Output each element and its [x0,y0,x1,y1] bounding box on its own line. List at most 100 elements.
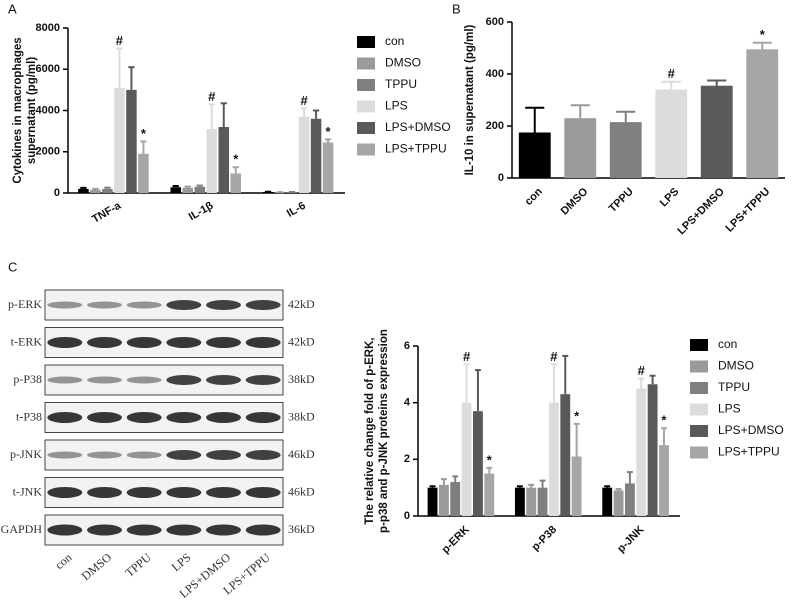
blot-band [47,376,83,384]
x-tick-label: IL-6 [285,200,308,220]
blot-frame [44,402,284,433]
bar [322,142,334,193]
blot-band [47,412,83,423]
y-axis-label: IL-10 in supernatant (pg/ml) [464,24,476,175]
bar [537,487,548,516]
bar [78,188,89,193]
y-tick-label: 2 [404,453,410,465]
bar [310,118,322,193]
x-tick-label: p-ERK [440,524,472,556]
significance-marker: # [550,349,558,364]
blot-row-label: p-ERK [8,297,42,311]
x-tick-label: DMSO [559,185,591,217]
bar [138,153,149,193]
blot-lane-label: con [52,550,74,572]
x-tick-label: TPPU [607,186,636,215]
bar [613,490,624,516]
blot-band [47,337,83,348]
blot-band [245,337,281,348]
blot-frame [44,477,284,508]
bar [182,187,193,193]
y-tick-label: 600 [486,16,504,28]
blot-band [166,337,202,348]
bar [746,49,779,178]
significance-marker: * [233,152,239,167]
blot-frame [44,439,284,471]
blot-band [245,487,281,498]
blot-band [166,524,202,536]
bar [700,85,733,178]
y-axis-label: Cytokines in macrophages [12,37,24,183]
significance-marker: # [116,33,124,48]
blot-band [206,337,241,348]
bar [526,487,537,516]
legend-label: LPS [718,402,741,416]
blot-frame [44,514,284,546]
blot-size-label: 42kD [288,297,315,311]
panel-label: C [8,259,17,274]
legend-label: con [385,34,404,48]
blot-lane-label: DMSO [79,550,115,583]
x-tick-label: p-JNK [615,524,646,555]
blot-size-label: 46kD [288,484,315,498]
blot-band [126,337,162,348]
bar [659,445,669,516]
bar [560,394,571,516]
bar [126,89,137,193]
y-tick-label: 0 [498,172,504,184]
significance-marker: * [760,27,766,42]
blot-band [245,412,281,423]
y-axis-label: supernatant (pg/ml) [26,57,38,165]
blot-band [87,337,122,348]
bar [602,487,613,516]
y-tick-label: 0 [54,187,60,199]
bar [518,132,551,178]
bar [427,487,438,516]
bar [549,402,559,516]
blot-band [206,412,241,423]
bar [624,483,635,516]
x-tick-label: LPS+DMSO [675,185,727,237]
blot-band [87,301,122,309]
blot-lane-label: TPPU [122,550,154,580]
blot-row-label: p-P38 [13,372,42,386]
y-tick-label: 400 [486,68,504,80]
blot-lane-label: LPS [169,550,194,574]
blot-row-label: GAPDH [1,522,43,536]
legend-swatch [357,36,375,48]
blot-band [166,300,202,310]
significance-marker: * [487,452,493,467]
blot-row-label: t-ERK [11,334,43,348]
bar [564,118,597,178]
y-tick-label: 0 [404,510,410,522]
legend-label: TPPU [718,380,750,394]
blot-size-label: 38kD [288,372,315,386]
y-tick-label: 6000 [36,63,60,75]
legend-label: LPS+TPPU [385,142,447,156]
bar [484,473,495,516]
legend-label: DMSO [718,359,754,373]
legend-swatch [357,57,375,70]
significance-marker: # [668,66,676,81]
blot-size-label: 42kD [288,334,315,348]
bar [655,89,688,178]
bar [194,186,205,193]
legend-label: LPS+DMSO [385,120,451,134]
significance-marker: # [638,363,646,378]
blot-band [87,412,122,423]
blot-band [47,487,83,498]
legend-swatch [357,100,375,113]
bar [170,187,181,193]
blot-band [245,450,281,460]
blot-band [126,376,162,384]
significance-marker: * [326,124,332,139]
blot-band [206,300,241,310]
x-tick-label: con [523,185,546,208]
bar [218,127,230,193]
x-tick-label: LPS+TPPU [724,186,773,235]
bar [102,188,113,193]
blot-size-label: 36kD [288,522,315,536]
x-tick-label: IL-1β [187,200,216,224]
blot-band [47,301,83,309]
y-tick-label: 6 [404,340,410,352]
